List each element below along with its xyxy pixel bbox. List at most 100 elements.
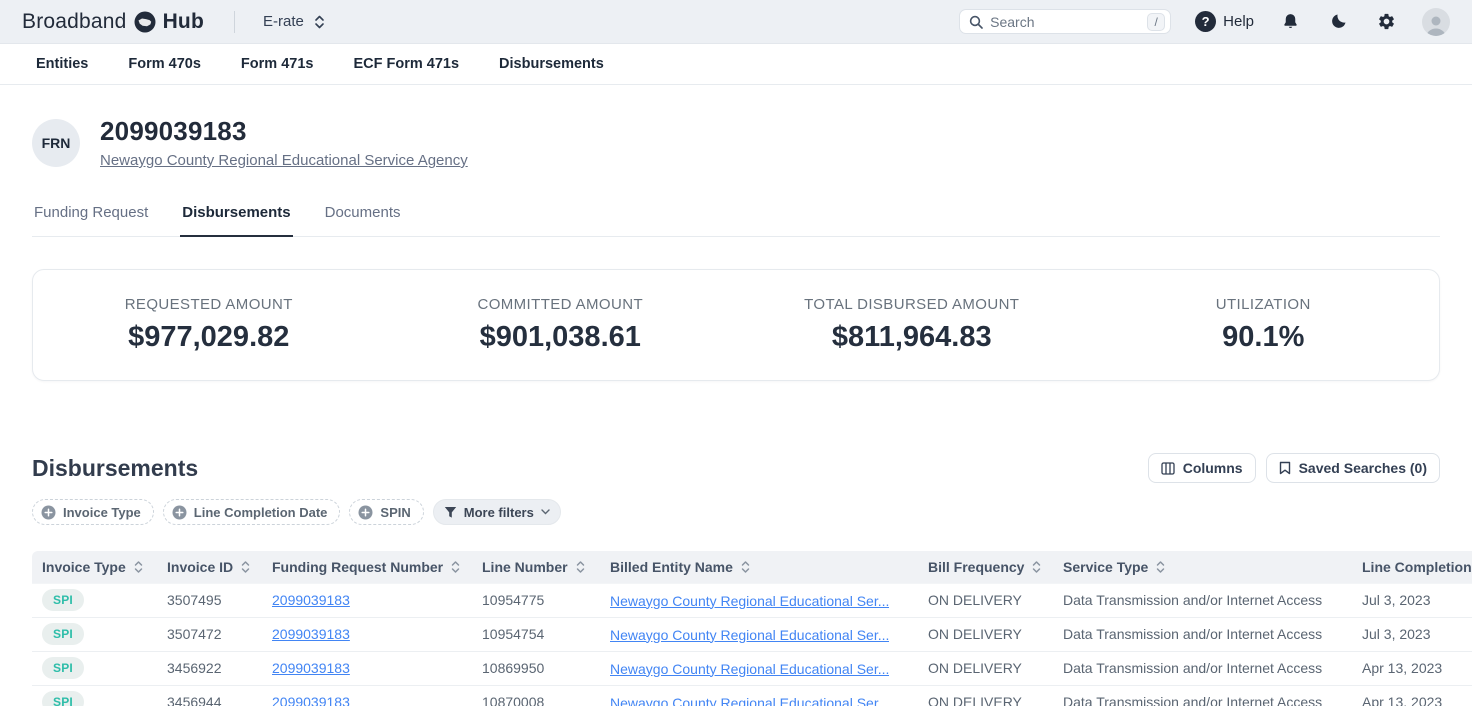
stat-label: TOTAL DISBURSED AMOUNT	[804, 296, 1020, 313]
tab-documents[interactable]: Documents	[324, 204, 401, 221]
invoice-type-badge: SPI	[42, 691, 84, 706]
invoice-id-cell: 3507472	[157, 617, 262, 652]
tab-disbursements[interactable]: Disbursements	[180, 200, 293, 237]
person-icon	[1426, 16, 1446, 36]
chip-label: Line Completion Date	[193, 504, 328, 520]
frn-link[interactable]: 2099039183	[272, 626, 350, 642]
column-header-bill-frequency[interactable]: Bill Frequency	[918, 551, 1053, 583]
stat-value: $901,038.61	[479, 321, 641, 353]
sort-icon	[1157, 561, 1165, 573]
frn-link[interactable]: 2099039183	[272, 592, 350, 608]
invoice-id-cell: 3456944	[157, 685, 262, 706]
column-header-line-completion-date[interactable]: Line Completion Date	[1352, 551, 1472, 583]
brand-text-broadband: Broadband	[22, 9, 127, 33]
line-completion-cell: Apr 13, 2023	[1352, 651, 1472, 686]
plus-circle-icon	[358, 505, 373, 520]
stat-label: UTILIZATION	[1215, 296, 1311, 313]
sort-icon	[451, 561, 460, 573]
app-switcher-label: E-rate	[262, 13, 304, 30]
line-number-cell: 10954775	[472, 582, 600, 618]
column-header-billed-entity-name[interactable]: Billed Entity Name	[600, 551, 918, 583]
search-box[interactable]: /	[959, 9, 1172, 34]
bill-frequency-cell: ON DELIVERY	[918, 685, 1053, 706]
detail-tabs: Funding Request Disbursements Documents	[32, 200, 1440, 237]
nav-item-disbursements[interactable]: Disbursements	[499, 56, 604, 72]
dark-mode-toggle[interactable]	[1326, 10, 1350, 34]
column-header-invoice-type[interactable]: Invoice Type	[32, 551, 157, 583]
settings-button[interactable]	[1374, 10, 1398, 34]
funnel-icon	[444, 506, 457, 519]
invoice-id-cell: 3507495	[157, 582, 262, 618]
column-header-funding-request-number[interactable]: Funding Request Number	[262, 551, 472, 583]
column-header-invoice-id[interactable]: Invoice ID	[157, 551, 262, 583]
line-number-cell: 10870008	[472, 685, 600, 706]
chip-label: SPIN	[380, 504, 411, 520]
service-type-cell: Data Transmission and/or Internet Access	[1053, 685, 1352, 706]
add-filter-spin[interactable]: SPIN	[349, 499, 424, 525]
frn-link[interactable]: 2099039183	[272, 694, 350, 706]
nav-item-form-471s[interactable]: Form 471s	[240, 56, 314, 72]
app-switcher-select[interactable]: E-rate	[263, 13, 325, 30]
header-divider	[233, 10, 235, 33]
moon-icon	[1331, 14, 1345, 28]
billed-entity-link[interactable]: Newaygo County Regional Educational Ser.…	[610, 660, 890, 677]
stat-committed-amount: COMMITTED AMOUNT $901,038.61	[385, 296, 737, 354]
columns-icon	[1161, 461, 1175, 475]
frn-badge: FRN	[32, 119, 80, 167]
billed-entity-link[interactable]: Newaygo County Regional Educational Ser.…	[610, 592, 890, 609]
stat-value: $977,029.82	[128, 321, 290, 353]
search-input[interactable]	[990, 13, 1141, 30]
help-icon: ?	[1195, 11, 1217, 32]
invoice-type-badge: SPI	[42, 623, 84, 645]
top-header-bar: Broadband Hub E-rate / ? Help	[0, 0, 1472, 44]
page-title: 2099039183	[100, 116, 247, 146]
nav-item-entities[interactable]: Entities	[36, 56, 89, 72]
bell-icon	[1283, 13, 1297, 28]
nav-item-ecf-form-471s[interactable]: ECF Form 471s	[353, 56, 460, 72]
invoice-id-cell: 3456922	[157, 651, 262, 686]
nav-item-form-470s[interactable]: Form 470s	[128, 56, 201, 72]
frn-link[interactable]: 2099039183	[272, 660, 350, 676]
line-number-cell: 10954754	[472, 617, 600, 652]
stat-label: COMMITTED AMOUNT	[477, 296, 644, 313]
billed-entity-link[interactable]: Newaygo County Regional Educational Ser.…	[610, 694, 890, 706]
module-nav: Entities Form 470s Form 471s ECF Form 47…	[0, 44, 1472, 85]
column-header-line-number[interactable]: Line Number	[472, 551, 600, 583]
sort-icon	[741, 561, 750, 573]
add-filter-invoice-type[interactable]: Invoice Type	[32, 499, 154, 525]
bill-frequency-cell: ON DELIVERY	[918, 617, 1053, 652]
notifications-button[interactable]	[1278, 10, 1302, 34]
sort-icon	[1033, 561, 1041, 573]
sort-icon	[576, 561, 584, 573]
add-filter-line-completion-date[interactable]: Line Completion Date	[162, 499, 341, 525]
invoice-type-badge: SPI	[42, 589, 84, 611]
more-filters-button[interactable]: More filters	[432, 499, 561, 525]
section-title: Disbursements	[32, 454, 199, 481]
table-row: SPI 3507495 2099039183 10954775 Newaygo …	[32, 582, 1472, 618]
table-row: SPI 3456944 2099039183 10870008 Newaygo …	[32, 685, 1472, 706]
help-button[interactable]: ? Help	[1195, 11, 1254, 32]
brand-logo[interactable]: Broadband Hub	[22, 10, 204, 34]
entity-header: FRN 2099039183 Newaygo County Regional E…	[32, 116, 1440, 170]
help-label: Help	[1223, 13, 1254, 30]
stat-requested-amount: REQUESTED AMOUNT $977,029.82	[33, 296, 385, 354]
stat-value: 90.1%	[1222, 321, 1305, 353]
line-number-cell: 10869950	[472, 651, 600, 686]
tab-funding-request[interactable]: Funding Request	[34, 204, 149, 221]
chip-label: Invoice Type	[63, 504, 141, 520]
columns-button-label: Columns	[1182, 460, 1243, 476]
user-avatar[interactable]	[1422, 7, 1450, 36]
service-type-cell: Data Transmission and/or Internet Access	[1053, 582, 1352, 618]
sort-icon	[134, 561, 143, 573]
chevron-up-down-icon	[314, 14, 325, 30]
billed-entity-link[interactable]: Newaygo County Regional Educational Ser.…	[610, 626, 890, 643]
service-type-cell: Data Transmission and/or Internet Access	[1053, 651, 1352, 686]
saved-searches-button[interactable]: Saved Searches (0)	[1265, 453, 1440, 483]
column-header-service-type[interactable]: Service Type	[1053, 551, 1352, 583]
summary-stats-card: REQUESTED AMOUNT $977,029.82 COMMITTED A…	[32, 269, 1440, 381]
entity-link[interactable]: Newaygo County Regional Educational Serv…	[100, 152, 468, 169]
table-row: SPI 3507472 2099039183 10954754 Newaygo …	[32, 617, 1472, 652]
columns-button[interactable]: Columns	[1147, 453, 1256, 483]
bill-frequency-cell: ON DELIVERY	[918, 582, 1053, 618]
saved-searches-button-label: Saved Searches (0)	[1298, 460, 1427, 476]
